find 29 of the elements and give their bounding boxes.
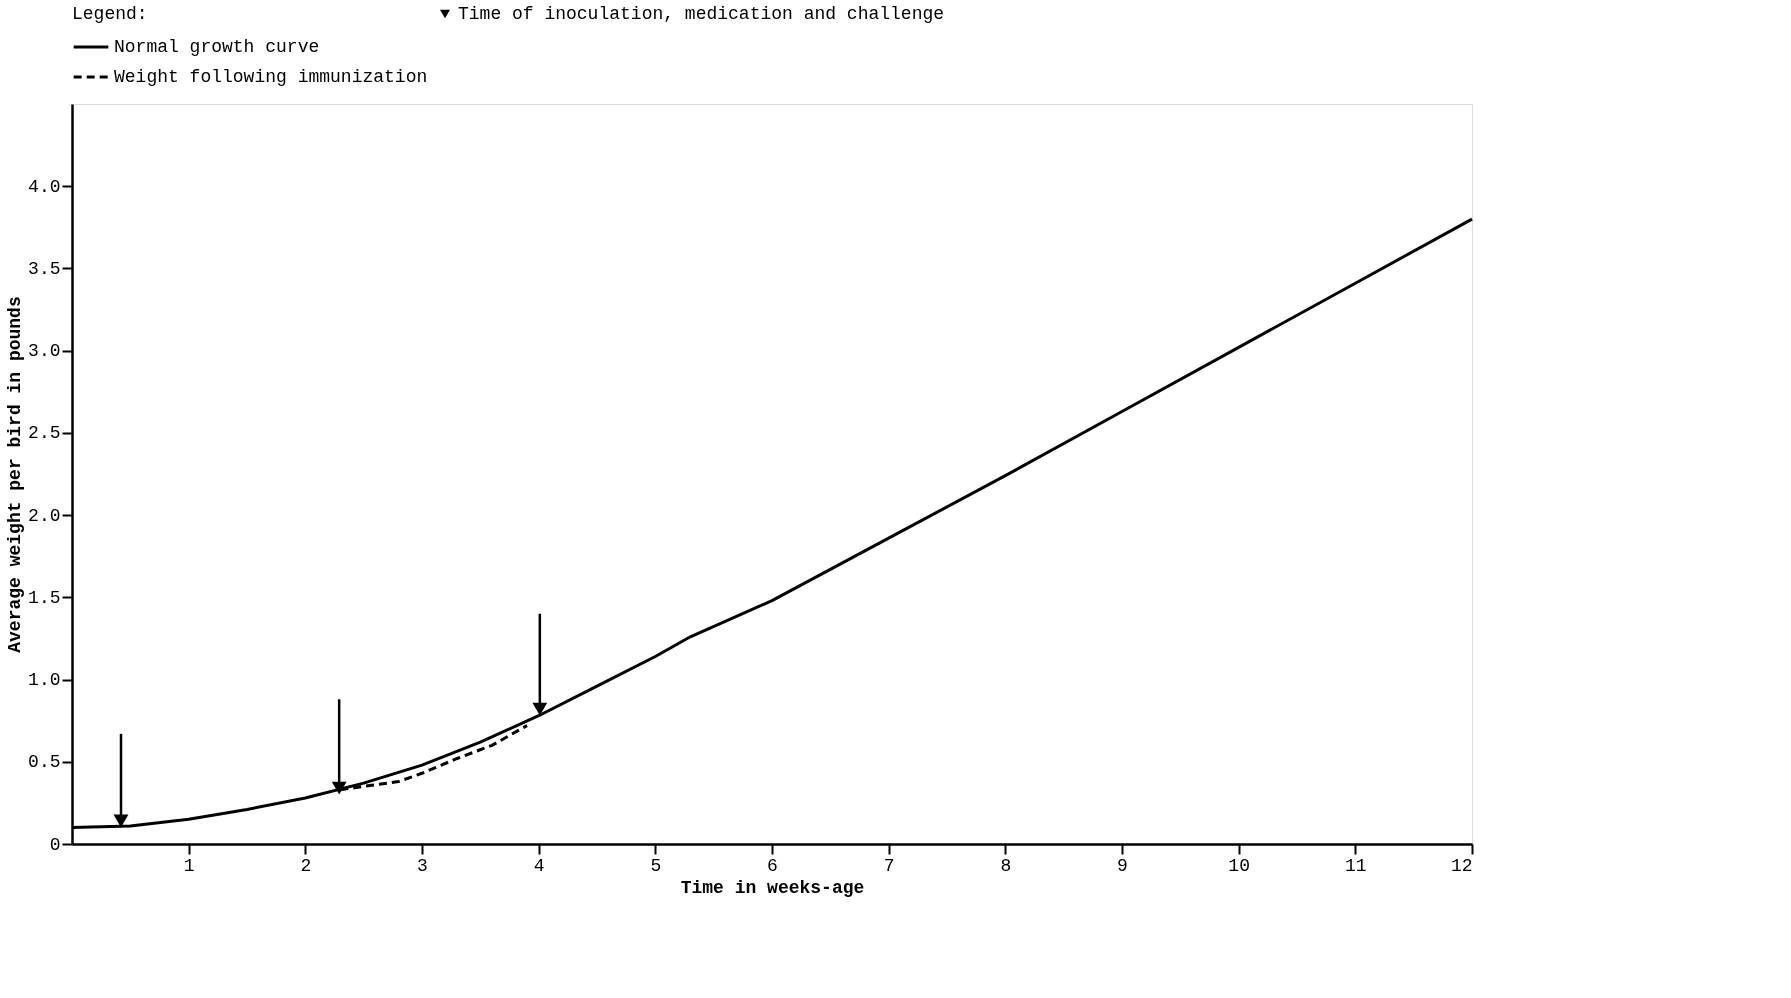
x-tick-label: 1	[183, 855, 195, 876]
x-tick-label: 11	[1345, 855, 1367, 876]
y-tick-label: 1.5	[28, 587, 61, 608]
y-tick-label: 2.5	[28, 423, 61, 444]
x-tick-label: 6	[767, 855, 778, 876]
x-tick-label: 12	[1450, 855, 1473, 876]
y-tick-label: 2.0	[28, 505, 61, 526]
point	[532, 702, 548, 716]
x-tick-label: 9	[1117, 855, 1128, 876]
legend-label: Normal growth curve	[114, 37, 320, 57]
y-tick-label: 4.0	[28, 176, 61, 197]
legend-label: Weight following immunization	[114, 67, 428, 87]
legend-title: Legend:	[72, 4, 148, 24]
y-tick-label: 0.5	[28, 752, 61, 773]
legend-label: Time of inoculation, medication and challenge	[458, 4, 945, 24]
x-tick-label: 4	[533, 855, 545, 876]
x-tick-label: 2	[300, 855, 312, 876]
point	[331, 781, 347, 795]
y-axis-title: Average weight per bird in pounds	[5, 296, 26, 653]
y-tick-label: 3.0	[28, 341, 61, 362]
y-tick-label: 3.5	[28, 258, 61, 279]
x-tick-label: 7	[883, 855, 895, 876]
x-tick-label: 10	[1228, 855, 1250, 876]
x-axis-title: Time in weeks-age	[680, 877, 865, 898]
x-tick-label: 5	[650, 855, 662, 876]
y-tick-label: 0	[49, 834, 61, 855]
x-tick-label: 8	[1000, 855, 1012, 876]
y-tick-label: 1.0	[28, 670, 61, 691]
x-tick-label: 3	[417, 855, 428, 876]
